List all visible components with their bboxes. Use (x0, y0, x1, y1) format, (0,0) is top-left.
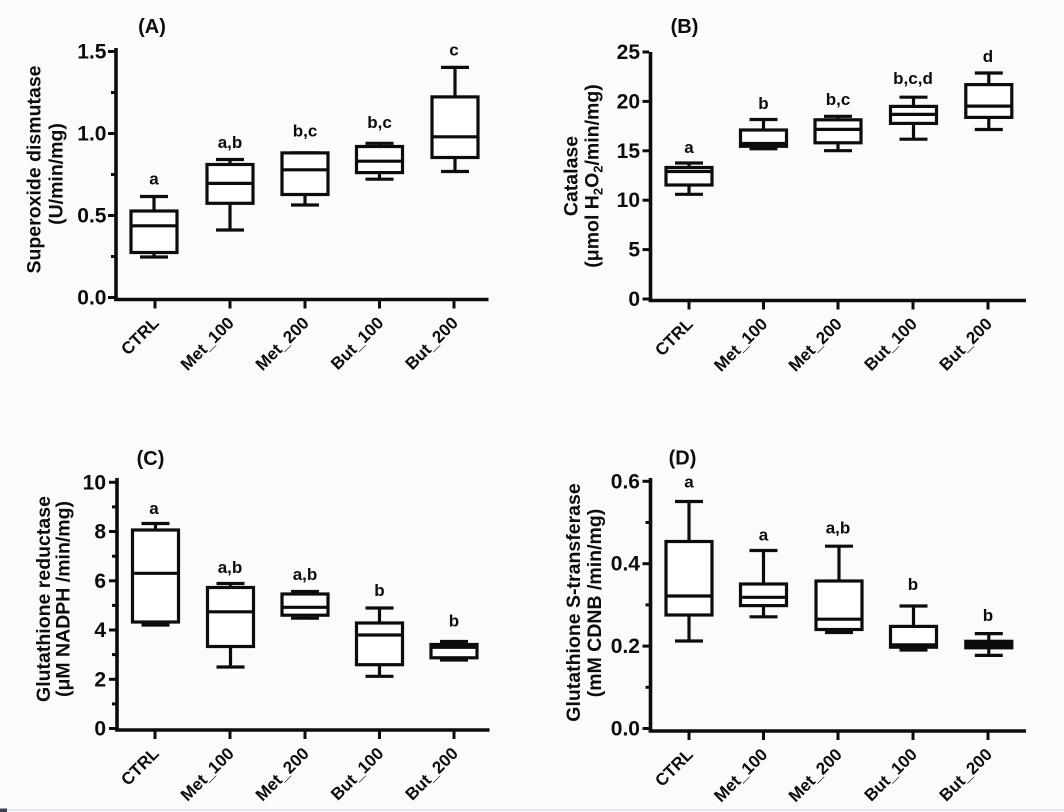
svg-text:0.2: 0.2 (611, 635, 640, 658)
svg-text:(μmol H2O2/min/mg): (μmol H2O2/min/mg) (582, 84, 606, 267)
svg-text:0: 0 (94, 718, 106, 741)
svg-text:20: 20 (617, 90, 640, 113)
svg-text:8: 8 (94, 521, 106, 544)
svg-text:4: 4 (94, 619, 106, 642)
svg-text:a,b: a,b (293, 565, 318, 584)
svg-text:a: a (149, 170, 159, 189)
svg-text:10: 10 (83, 471, 106, 494)
svg-text:5: 5 (628, 239, 640, 262)
svg-text:a: a (684, 138, 694, 157)
svg-text:0.0: 0.0 (77, 287, 106, 310)
svg-text:a,b: a,b (218, 133, 243, 152)
svg-text:a: a (759, 526, 769, 545)
svg-text:b: b (908, 575, 918, 594)
svg-text:Catalase: Catalase (561, 136, 583, 216)
svg-text:0.6: 0.6 (611, 470, 640, 493)
svg-text:0.5: 0.5 (77, 205, 107, 228)
svg-text:(C): (C) (137, 448, 165, 470)
svg-text:b,c: b,c (293, 121, 318, 140)
svg-text:1.5: 1.5 (77, 41, 107, 64)
svg-text:(D): (D) (669, 448, 697, 470)
svg-text:Glutathione reductase: Glutathione reductase (33, 496, 55, 702)
svg-text:b: b (758, 94, 768, 113)
svg-text:1.0: 1.0 (77, 123, 106, 146)
svg-text:a,b: a,b (826, 519, 851, 538)
svg-text:0.0: 0.0 (611, 718, 640, 741)
svg-text:(U/min/mg): (U/min/mg) (46, 123, 68, 225)
svg-text:d: d (983, 47, 993, 66)
svg-text:2: 2 (94, 668, 106, 691)
svg-text:b,c: b,c (367, 113, 392, 132)
svg-text:b: b (983, 606, 993, 625)
svg-text:(B): (B) (671, 16, 699, 38)
svg-text:Superoxide dismutase: Superoxide dismutase (24, 65, 46, 273)
svg-text:b,c,d: b,c,d (893, 69, 933, 88)
svg-text:25: 25 (617, 41, 641, 64)
svg-text:a,b: a,b (218, 558, 243, 577)
svg-text:c: c (449, 40, 458, 59)
svg-text:0: 0 (628, 288, 640, 311)
svg-text:b: b (449, 612, 459, 631)
svg-text:a: a (684, 473, 694, 492)
svg-text:b,c: b,c (826, 90, 851, 109)
svg-text:b: b (374, 581, 384, 600)
svg-text:0.4: 0.4 (611, 553, 641, 576)
svg-text:(μM NADPH /min/mg): (μM NADPH /min/mg) (53, 501, 75, 697)
svg-text:Glutathione S-transferase: Glutathione S-transferase (563, 483, 585, 722)
svg-text:15: 15 (617, 140, 641, 163)
svg-text:6: 6 (94, 570, 106, 593)
svg-text:a: a (149, 499, 159, 518)
svg-text:10: 10 (617, 189, 640, 212)
svg-text:(A): (A) (138, 16, 166, 38)
svg-text:(mM CDNB /min/mg): (mM CDNB /min/mg) (584, 509, 606, 698)
